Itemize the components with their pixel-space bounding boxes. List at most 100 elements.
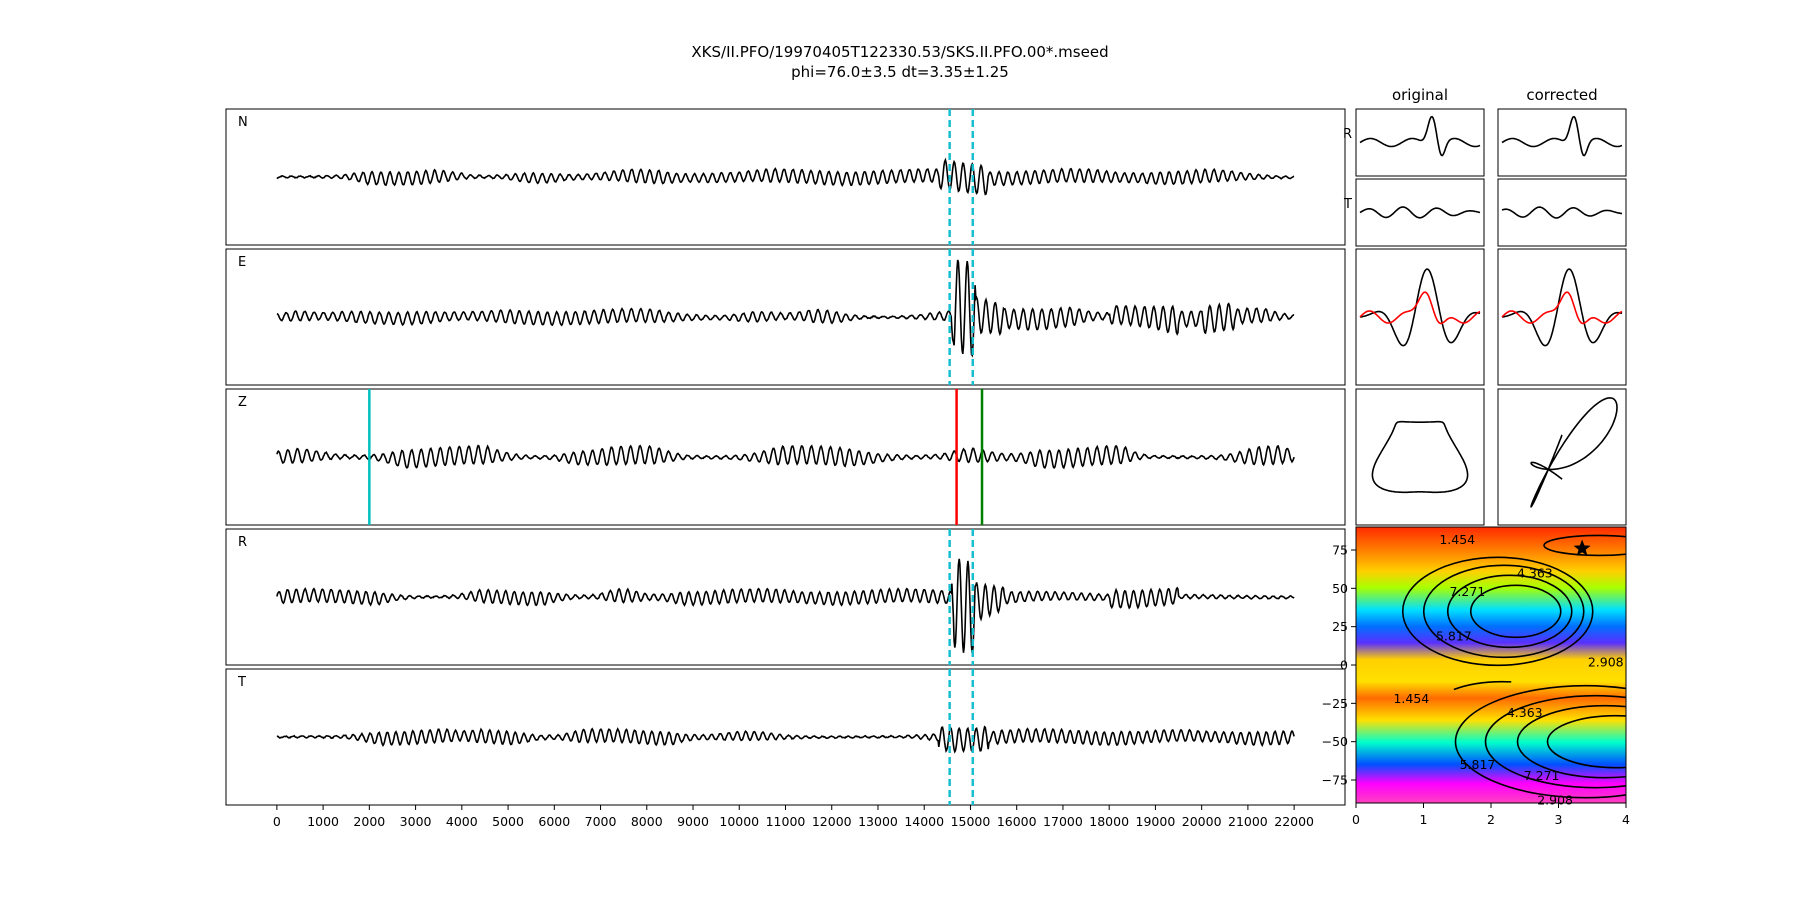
contour-line [1454,684,1626,799]
em-y-tick-label: −75 [1322,773,1348,788]
small-panel-corrected-1 [1497,108,1627,177]
small-trace [1359,206,1481,219]
x-tick-label: 7000 [585,814,617,829]
small-panel-frame [1497,178,1627,247]
panel-e: E [225,248,1346,386]
small-panel-corrected-4 [1497,388,1627,526]
x-tick-label: 21000 [1228,814,1268,829]
contour-line [1484,694,1626,789]
contour-label: 4.363 [1517,566,1553,581]
contour-label: 7.271 [1524,768,1560,783]
panel-label-z: Z [238,395,247,410]
x-tick-label: 19000 [1136,814,1176,829]
em-y-tick-label: 75 [1332,543,1348,558]
contour-label: 7.271 [1449,584,1485,599]
em-x-tick-label: 2 [1487,812,1495,827]
small-panel-corrected-3 [1497,248,1627,386]
x-tick-label: 0 [273,814,281,829]
contour-line-min [1543,534,1626,557]
title-line2: phi=76.0±3.5 dt=3.35±1.25 [791,63,1009,81]
x-tick-label: 5000 [492,814,524,829]
error-surface-panel: 1.454 2.908 4.363 5.817 7.271 1.454 4.363 5.817… [1322,526,1630,827]
x-tick-label: 20000 [1182,814,1222,829]
em-y-tick-label: 50 [1332,581,1348,596]
particle-motion-loop [1371,420,1469,494]
panel-label-t: T [237,675,246,690]
small-panel-frame [1497,108,1627,177]
em-y-tick-label: 25 [1332,619,1348,634]
contour-line [1516,704,1626,779]
panel-label-e: E [238,255,246,270]
small-panel-original-4 [1355,388,1485,526]
contour-label: 4.363 [1507,705,1543,720]
contour-label: 2.908 [1537,792,1573,807]
row-label-r: R [1343,127,1352,142]
panel-frame [225,248,1346,386]
panel-frame [225,108,1346,246]
small-trace [1501,115,1623,157]
x-tick-label: 3000 [400,814,432,829]
em-y-tick-label: −25 [1322,696,1348,711]
particle-motion-loop [1530,397,1618,508]
contour-line-min2 [1453,680,1512,691]
em-x-tick-label: 3 [1555,812,1563,827]
waveform-trace [276,444,1295,470]
em-x-tick-label: 0 [1352,812,1360,827]
small-trace-black [1359,268,1481,347]
small-trace-red [1501,291,1623,325]
waveform-trace [276,259,1295,358]
waveform-trace [276,157,1295,196]
small-panel-frame [1355,388,1485,526]
small-panel-frame [1497,248,1627,386]
panel-label-n: N [238,115,248,130]
x-tick-label: 11000 [766,814,806,829]
x-tick-label: 6000 [538,814,570,829]
small-panel-frame [1355,108,1485,177]
contour-line [1546,714,1626,769]
row-label-t: T [1343,197,1352,212]
column-title-corrected: corrected [1526,86,1597,104]
contour-label: 5.817 [1460,757,1496,772]
contour-line [1422,564,1585,659]
small-panel-frame [1497,388,1627,526]
x-tick-label: 17000 [1043,814,1083,829]
x-tick-label: 15000 [951,814,991,829]
panel-r: R [225,528,1346,666]
waveform-trace [276,558,1295,654]
contour-label: 5.817 [1436,628,1472,643]
small-panel-original-2 [1355,178,1485,247]
small-trace [1359,115,1481,157]
title-line1: XKS/II.PFO/19970405T122330.53/SKS.II.PFO… [691,43,1108,61]
x-tick-label: 22000 [1274,814,1314,829]
contour-label: 1.454 [1439,532,1475,547]
x-tick-label: 18000 [1089,814,1129,829]
x-tick-label: 14000 [904,814,944,829]
contour-label: 1.454 [1393,691,1429,706]
x-tick-label: 13000 [858,814,898,829]
em-y-tick-label: −50 [1322,734,1348,749]
best-fit-star [1573,539,1591,556]
x-tick-label: 9000 [677,814,709,829]
small-trace-red [1359,291,1481,325]
contour-line [1401,556,1594,667]
em-y-tick-label: 0 [1340,658,1348,673]
contours [1401,534,1626,799]
x-tick-label: 8000 [631,814,663,829]
panel-n: N [225,108,1346,246]
x-tick-label: 12000 [812,814,852,829]
panel-t: T [225,668,1346,806]
x-tick-label: 1000 [307,814,339,829]
contour-label: 2.908 [1588,654,1624,669]
contour-line [1469,584,1562,639]
small-panel-frame [1355,248,1485,386]
x-tick-label: 4000 [446,814,478,829]
x-tick-label: 10000 [719,814,759,829]
waveform-panels: N E Z R T [225,108,1346,806]
em-x-tick-label: 1 [1420,812,1428,827]
em-x-tick-label: 4 [1622,812,1630,827]
panel-z: Z [225,388,1346,526]
waveform-x-axis: 0 1000 2000 3000 4000 5000 6000 7000 8000 9000 100… [273,805,1314,829]
small-trace [1501,206,1622,219]
column-title-original: original [1392,86,1448,104]
small-trace-black [1501,268,1623,347]
